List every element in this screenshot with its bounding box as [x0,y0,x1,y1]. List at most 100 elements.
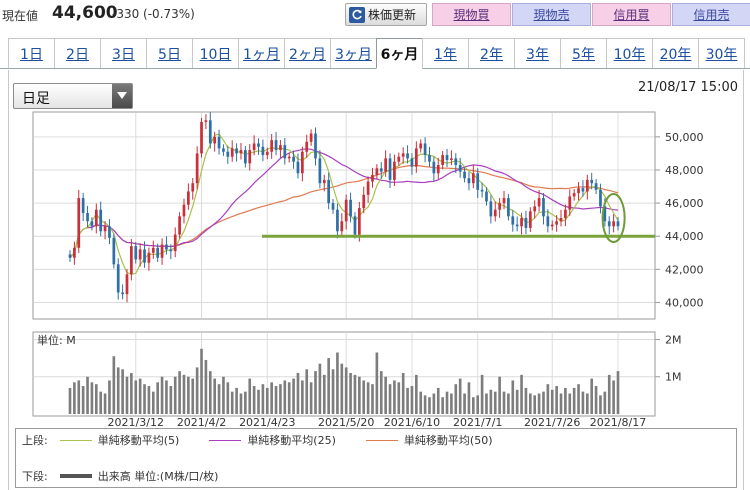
tab-2m[interactable]: 2ヶ月 [284,38,331,68]
candle-body [336,209,339,232]
candle-body [458,164,462,172]
volume-bar [423,395,427,414]
candle-body [204,120,208,122]
volume-bar [454,384,458,414]
volume-bar [537,393,541,414]
legend-item-ma5: 単純移動平均(5) [48,432,179,448]
volume-bar [568,393,572,414]
tab-label: 1日 [20,46,43,63]
candle-body [564,209,567,218]
spot-sell-label: 現物売 [533,8,570,22]
volume-tick-label: 2M [665,333,682,346]
candle-body [471,173,475,184]
volume-bar [274,386,278,414]
volume-bar [493,391,497,414]
volume-bar [235,387,238,414]
tab-2y[interactable]: 2年 [468,38,515,68]
candle-body [476,173,480,190]
volume-bar [217,384,221,414]
frequency-select[interactable]: 日足 [13,83,133,109]
tab-6m[interactable]: 6ヶ月 [376,38,423,69]
candle-body [414,148,418,167]
candle-body [537,198,541,207]
candle-body [173,234,177,252]
candle-body [327,179,331,204]
volume-bar [432,393,436,414]
candle-body [322,179,326,184]
tab-10d[interactable]: 10日 [192,38,239,68]
candle-body [502,198,506,204]
candle-body [511,216,515,225]
volume-bar [103,393,107,414]
margin-sell-button[interactable]: 信用売 [672,3,750,26]
volume-bars [68,348,620,414]
tab-5d[interactable]: 5日 [146,38,193,68]
tab-20y[interactable]: 20年 [652,38,699,68]
spot-sell-button[interactable]: 現物売 [512,3,591,26]
tab-3m[interactable]: 3ヶ月 [330,38,377,68]
volume-bar [340,363,344,414]
candle-body [384,158,388,172]
volume-bar [349,373,352,414]
volume-bar [200,348,203,414]
tab-30y[interactable]: 30年 [698,38,745,68]
legend-lower-label: 下段: [22,470,48,483]
volume-bar [419,391,423,414]
volume-bar [406,387,409,414]
chart-frame [8,70,744,490]
legend-lower-row: 下段: 出来高 単位:(M株/口/枚) [22,468,236,484]
price-tick-label: 46,000 [665,197,704,210]
volume-bar [436,387,440,414]
volume-bar [507,393,510,414]
candle-body [265,151,269,156]
legend-item-ma25: 単純移動平均(25) [197,432,336,448]
candle-body [121,292,124,295]
spot-buy-button[interactable]: 現物買 [432,3,511,26]
volume-bar [99,391,103,414]
volume-bar [318,363,322,414]
tab-label: 2ヶ月 [289,46,326,63]
volume-bar [362,380,366,414]
candle-body [357,208,361,235]
ma25-swatch [209,439,242,441]
price-tick-label: 42,000 [665,263,704,276]
candle-body [296,161,300,174]
date-tick-label: 2021/4/2 [177,416,226,429]
candle-body [191,183,195,192]
candle-body [344,199,348,222]
volume-bar [542,391,545,414]
tab-2d[interactable]: 2日 [54,38,101,68]
tab-5y[interactable]: 5年 [560,38,607,68]
volume-bar [261,384,265,414]
volume-bar [489,389,493,414]
candle-body [590,179,594,184]
refresh-price-button[interactable]: 株価更新 [345,3,427,26]
candle-body [274,140,278,151]
candle-body [138,249,142,260]
volume-bar [230,391,234,414]
candle-body [406,153,409,159]
candle-body [208,120,212,144]
tab-3d[interactable]: 3日 [100,38,147,68]
volume-bar [165,380,168,414]
volume-bar [116,367,120,414]
tab-1y[interactable]: 1年 [422,38,469,68]
margin-buy-button[interactable]: 信用買 [592,3,671,26]
candle-body [108,226,111,238]
refresh-price-label: 株価更新 [368,8,417,22]
tab-1d[interactable]: 1日 [8,38,55,68]
candle-body [130,246,133,275]
candle-body [165,244,168,250]
tab-label: 10年 [613,46,646,63]
volume-bar [555,386,558,414]
legend-upper-label: 上段: [22,434,48,447]
candle-body [375,168,379,175]
volume-bar [467,382,471,414]
tab-10y[interactable]: 10年 [606,38,653,68]
candle-body [314,133,317,159]
tab-3y[interactable]: 3年 [514,38,561,68]
volume-bar [529,393,532,414]
volume-bar [327,358,330,414]
volume-bar [428,397,431,414]
price-panel [32,111,656,320]
